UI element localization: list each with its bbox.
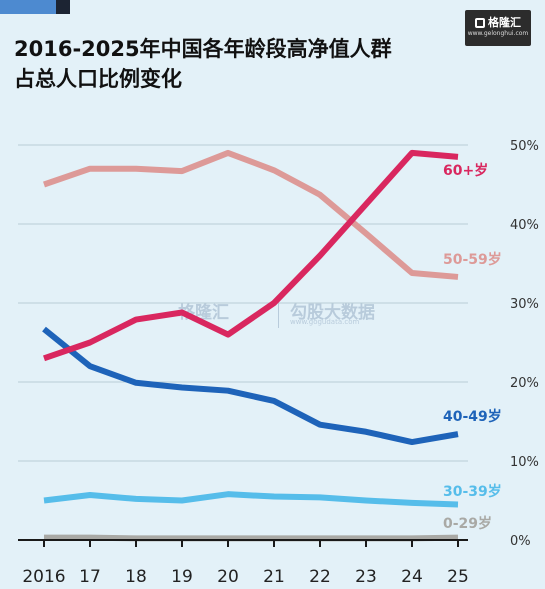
x-tick-label: 23 [355, 567, 377, 587]
top-accent-block [56, 0, 70, 14]
watermark-source: 勾股大数据 [290, 303, 375, 323]
series-line [44, 534, 459, 542]
chart-title-line-2: 占总人口比例变化 [14, 67, 182, 91]
y-tick-label: 10% [510, 455, 539, 470]
x-tick-label: 17 [79, 567, 101, 587]
series-label: 0-29岁 [443, 515, 492, 532]
y-tick-label: 40% [510, 218, 539, 233]
x-tick-label: 24 [401, 567, 423, 587]
x-tick-label: 25 [447, 567, 469, 587]
series-line [43, 149, 459, 362]
x-tick-label: 21 [263, 567, 285, 587]
y-tick-label: 0% [510, 534, 531, 549]
x-tick-label: 20 [217, 567, 239, 587]
series-line [43, 149, 459, 280]
series-label: 40-49岁 [443, 408, 502, 425]
series-label: 50-59岁 [443, 251, 502, 268]
top-accent-bar [0, 0, 56, 14]
chart-title-line-1: 2016-2025年中国各年龄段高净值人群 [14, 37, 392, 61]
chart-title: 2016-2025年中国各年龄段高净值人群 占总人口比例变化 [14, 34, 434, 94]
series-line [42, 326, 459, 446]
brand-name: 格隆汇 [488, 16, 521, 29]
brand-logo: 格隆汇 www.gelonghui.com [465, 10, 531, 46]
y-tick-label: 20% [510, 376, 539, 391]
x-tick-label: 19 [171, 567, 193, 587]
watermark-divider [278, 300, 279, 328]
watermark-url: www.gogudata.com [290, 318, 360, 326]
x-tick-label: 2016 [22, 567, 65, 587]
y-tick-label: 50% [510, 139, 539, 154]
x-tick-label: 22 [309, 567, 331, 587]
y-tick-label: 30% [510, 297, 539, 312]
x-tick-label: 18 [125, 567, 147, 587]
series-label: 60+岁 [443, 162, 488, 179]
series-line [43, 491, 459, 508]
logo-mark-icon [475, 18, 485, 28]
series-label: 30-39岁 [443, 483, 502, 500]
brand-url: www.gelonghui.com [467, 30, 529, 37]
